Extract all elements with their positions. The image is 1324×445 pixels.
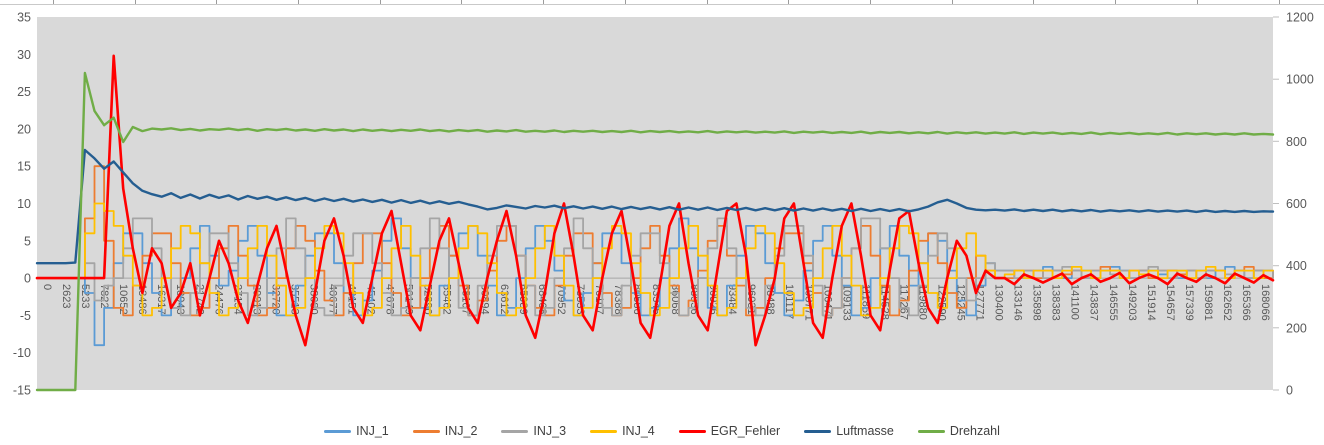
legend-line-sample — [324, 429, 352, 433]
x-axis-tick-label: 165366 — [1240, 284, 1252, 321]
legend-item-Drehzahl[interactable]: Drehzahl — [917, 424, 1000, 438]
series-INJ_2[interactable] — [36, 165, 1274, 317]
spreadsheet-row-edge — [0, 0, 1324, 5]
series-Luftmasse[interactable] — [35, 148, 1275, 265]
legend-line-sample — [804, 429, 832, 433]
line-chart[interactable]: 35 30 25 20 15 10 5 0 -5 -10 -15 1200 1000 800 600 400 2… — [0, 0, 1324, 402]
right-axis-tick-label: 200 — [1286, 321, 1307, 335]
x-axis-tick-label: 40677 — [327, 284, 339, 315]
legend-item-INJ_2[interactable]: INJ_2 — [412, 424, 478, 438]
x-axis-tick-label: 5233 — [79, 284, 91, 308]
x-axis-tick-label: 138383 — [1050, 284, 1062, 321]
x-axis-tick-label: 143837 — [1088, 284, 1100, 321]
row-border-line — [0, 4, 1324, 5]
left-axis-tick-label: 35 — [17, 11, 31, 25]
legend-item-INJ_4[interactable]: INJ_4 — [590, 424, 655, 438]
column-border-tick — [543, 0, 544, 4]
left-axis-tick-label: 25 — [17, 85, 31, 99]
legend-label: INJ_4 — [622, 424, 655, 438]
legend-line-sample — [412, 429, 440, 433]
legend-label: EGR_Fehler — [710, 424, 781, 438]
x-axis-tick-label: 133146 — [1012, 284, 1024, 321]
chart-legend: INJ_1 INJ_2 INJ_3 INJ_4 EGR_Fehler Luftmasse D… — [0, 424, 1324, 438]
right-axis-tick-label: 400 — [1286, 259, 1307, 273]
x-axis-tick-label: 141100 — [1069, 284, 1081, 320]
x-axis-tick-label: 149203 — [1126, 284, 1138, 321]
column-border-tick — [1279, 0, 1280, 4]
legend-item-INJ_3[interactable]: INJ_3 — [501, 424, 566, 438]
x-axis-tick-label: 109133 — [840, 284, 852, 321]
column-border-tick — [461, 0, 462, 4]
column-border-tick — [1197, 0, 1198, 4]
left-axis-tick-label: 10 — [17, 197, 31, 211]
x-axis-tick-label: 168066 — [1259, 284, 1271, 321]
right-axis[interactable]: 1200 1000 800 600 400 200 0 — [1273, 11, 1314, 398]
left-axis-tick-label: 0 — [24, 272, 31, 286]
series-Drehzahl[interactable] — [35, 71, 1275, 392]
left-axis-tick-label: -10 — [13, 346, 31, 360]
x-axis-tick-label: 111859 — [859, 284, 871, 319]
left-axis-tick-label: 30 — [17, 48, 31, 62]
column-border-tick — [707, 0, 708, 4]
left-axis-tick-label: -5 — [20, 309, 31, 323]
x-axis-tick-label: 135898 — [1031, 284, 1043, 321]
legend-item-Luftmasse[interactable]: Luftmasse — [804, 424, 894, 438]
x-axis-tick-label: 70952 — [555, 284, 567, 315]
column-border-tick — [1115, 0, 1116, 4]
x-axis-tick-label: 117267 — [897, 284, 909, 320]
column-border-tick — [135, 0, 136, 4]
left-axis-tick-label: 5 — [24, 234, 31, 248]
x-axis-tick-label: 151914 — [1145, 284, 1157, 321]
x-axis-tick-label: 32720 — [269, 284, 281, 315]
legend-line-sample — [678, 429, 706, 433]
right-axis-tick-label: 600 — [1286, 197, 1307, 211]
legend-label: INJ_1 — [356, 424, 389, 438]
legend-item-INJ_1[interactable]: INJ_1 — [324, 424, 389, 438]
legend-item-EGR_Fehler[interactable]: EGR_Fehler — [678, 424, 781, 438]
series-EGR_Fehler[interactable] — [35, 54, 1275, 347]
column-border-tick — [216, 0, 217, 4]
series-INJ_3[interactable] — [36, 217, 1274, 317]
column-border-tick — [1033, 0, 1034, 4]
left-axis-tick-label: -15 — [13, 384, 31, 398]
column-border-tick — [870, 0, 871, 4]
legend-line-sample — [917, 429, 945, 433]
column-border-tick — [53, 0, 54, 4]
left-axis-tick-label: 15 — [17, 160, 31, 174]
legend-label: Drehzahl — [949, 424, 1000, 438]
x-axis-tick-label: 162652 — [1221, 284, 1233, 321]
x-axis-tick-label: 47678 — [384, 284, 396, 315]
x-axis-tick-label: 55462 — [441, 284, 453, 315]
right-axis-tick-label: 1000 — [1286, 73, 1314, 87]
plot-area[interactable] — [37, 17, 1273, 390]
left-axis[interactable]: 35 30 25 20 15 10 5 0 -5 -10 -15 — [13, 11, 31, 398]
left-axis-tick-label: 20 — [17, 122, 31, 136]
x-axis-tick-label: 10652 — [117, 284, 129, 315]
right-axis-tick-label: 0 — [1286, 384, 1293, 398]
x-axis-tick-label: 93484 — [726, 284, 738, 315]
column-border-tick — [788, 0, 789, 4]
x-axis-tick-label: 29913 — [250, 284, 262, 315]
x-axis-tick-label: 146555 — [1107, 284, 1119, 321]
x-axis-tick-label: 157339 — [1183, 284, 1195, 321]
legend-label: INJ_3 — [533, 424, 567, 438]
x-axis-tick-label: 63612 — [498, 284, 510, 315]
x-axis-tick-label: 86068 — [669, 284, 681, 315]
legend-label: INJ_2 — [444, 424, 478, 438]
column-border-tick — [952, 0, 953, 4]
right-axis-tick-label: 800 — [1286, 135, 1307, 149]
column-border-tick — [380, 0, 381, 4]
x-axis-tick-label: 154657 — [1164, 284, 1176, 321]
right-axis-tick-label: 1200 — [1286, 11, 1314, 25]
x-axis-tick-label: 2623 — [60, 284, 72, 308]
legend-label: Luftmasse — [836, 424, 894, 438]
column-border-tick — [625, 0, 626, 4]
legend-line-sample — [590, 429, 618, 433]
x-axis-tick-label: 159881 — [1202, 284, 1214, 321]
x-axis-tick-label: 130400 — [993, 284, 1005, 321]
column-border-tick — [298, 0, 299, 4]
legend-line-sample — [501, 429, 529, 433]
x-axis-tick-label: 0 — [41, 284, 53, 290]
